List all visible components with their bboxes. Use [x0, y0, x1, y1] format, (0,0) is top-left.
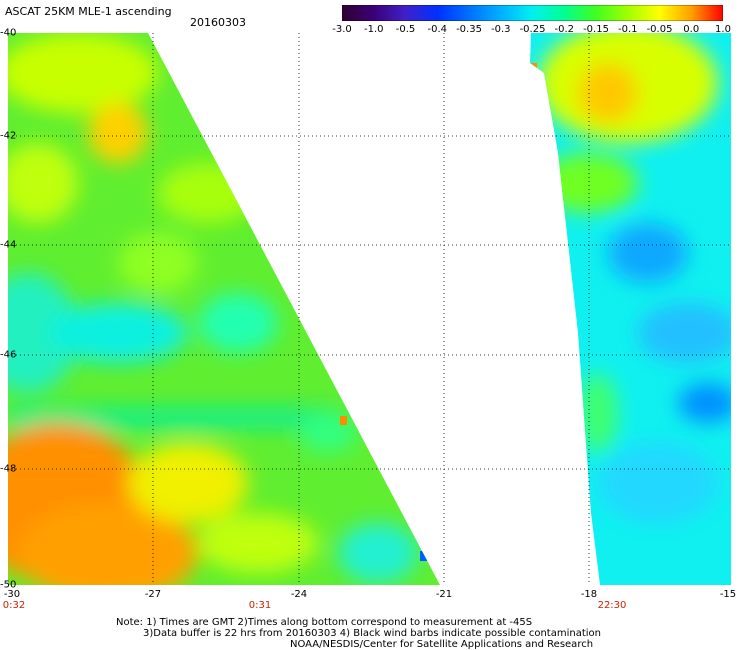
- longitude-label: -27: [144, 589, 162, 600]
- note-line-2: 3)Data buffer is 22 hrs from 20160303 4)…: [143, 628, 601, 639]
- latitude-label: -42: [0, 130, 17, 142]
- latitude-label: -44: [0, 239, 17, 251]
- product-date: 20160303: [190, 16, 246, 29]
- colorbar-label: -3.0: [332, 24, 352, 35]
- grid-lines: [8, 33, 731, 585]
- longitude-label: -15: [719, 589, 737, 600]
- colorbar-label: -1.0: [363, 24, 384, 35]
- colorbar-label: 1.0: [715, 24, 731, 35]
- colorbar-label: -0.2: [554, 24, 575, 35]
- colorbar-label: -0.15: [583, 24, 609, 35]
- colorbar-label: -0.35: [456, 24, 482, 35]
- time-label: 22:30: [597, 600, 627, 611]
- latitude-label: -48: [0, 463, 17, 475]
- colorbar-label: -0.05: [646, 24, 673, 35]
- colorbar-label: 0.0: [683, 24, 700, 35]
- colorbar-label: -0.25: [519, 24, 546, 35]
- note-line-1: Note: 1) Times are GMT 2)Times along bot…: [116, 617, 533, 628]
- time-label: 0:32: [2, 600, 26, 611]
- colorbar-label: -0.5: [395, 24, 416, 35]
- longitude-label: -30: [3, 589, 21, 600]
- longitude-label: -21: [435, 589, 453, 600]
- colorbar-label: -0.1: [617, 24, 638, 35]
- wind-map: [8, 33, 731, 585]
- colorbar-label: -0.3: [490, 24, 511, 35]
- colorbar-label: -0.4: [427, 24, 448, 35]
- colorbar: [342, 5, 723, 21]
- longitude-label: -18: [580, 589, 598, 600]
- latitude-label: -40: [0, 27, 17, 39]
- longitude-label: -24: [290, 589, 308, 600]
- right-swath: [530, 33, 731, 585]
- product-title: ASCAT 25KM MLE-1 ascending: [5, 5, 172, 18]
- note-line-3: NOAA/NESDIS/Center for Satellite Applica…: [290, 639, 594, 650]
- time-label: 0:31: [248, 600, 272, 611]
- left-swath: [8, 33, 440, 585]
- latitude-label: -46: [0, 349, 17, 361]
- latitude-label: -50: [0, 579, 17, 591]
